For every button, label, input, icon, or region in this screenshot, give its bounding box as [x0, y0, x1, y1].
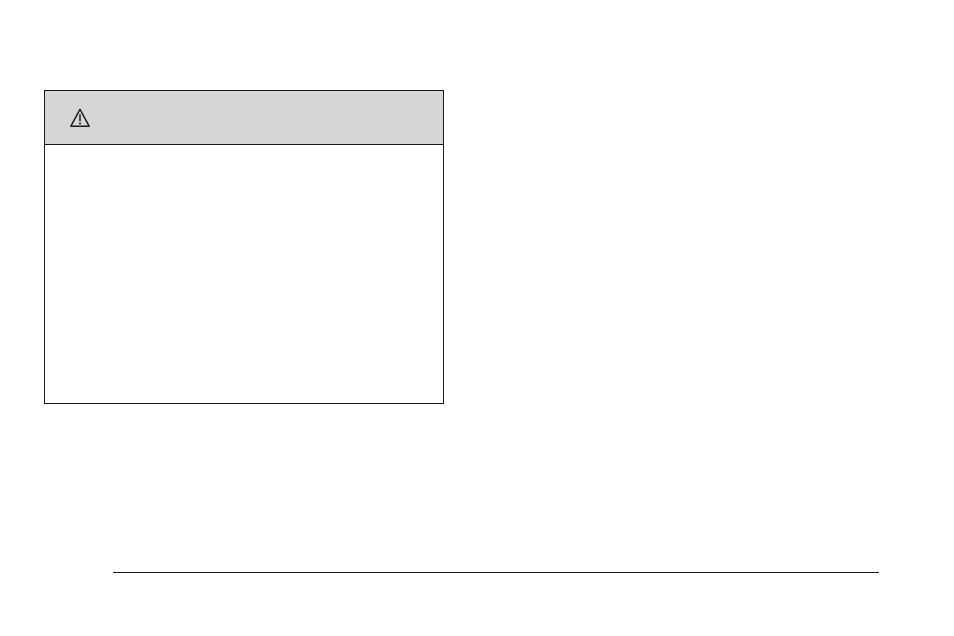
warning-triangle-svg [69, 107, 91, 129]
page [0, 0, 954, 636]
callout-header [45, 91, 443, 145]
callout-box [44, 90, 444, 404]
warning-icon [69, 107, 91, 129]
horizontal-rule [113, 572, 879, 573]
callout-body [45, 145, 443, 403]
